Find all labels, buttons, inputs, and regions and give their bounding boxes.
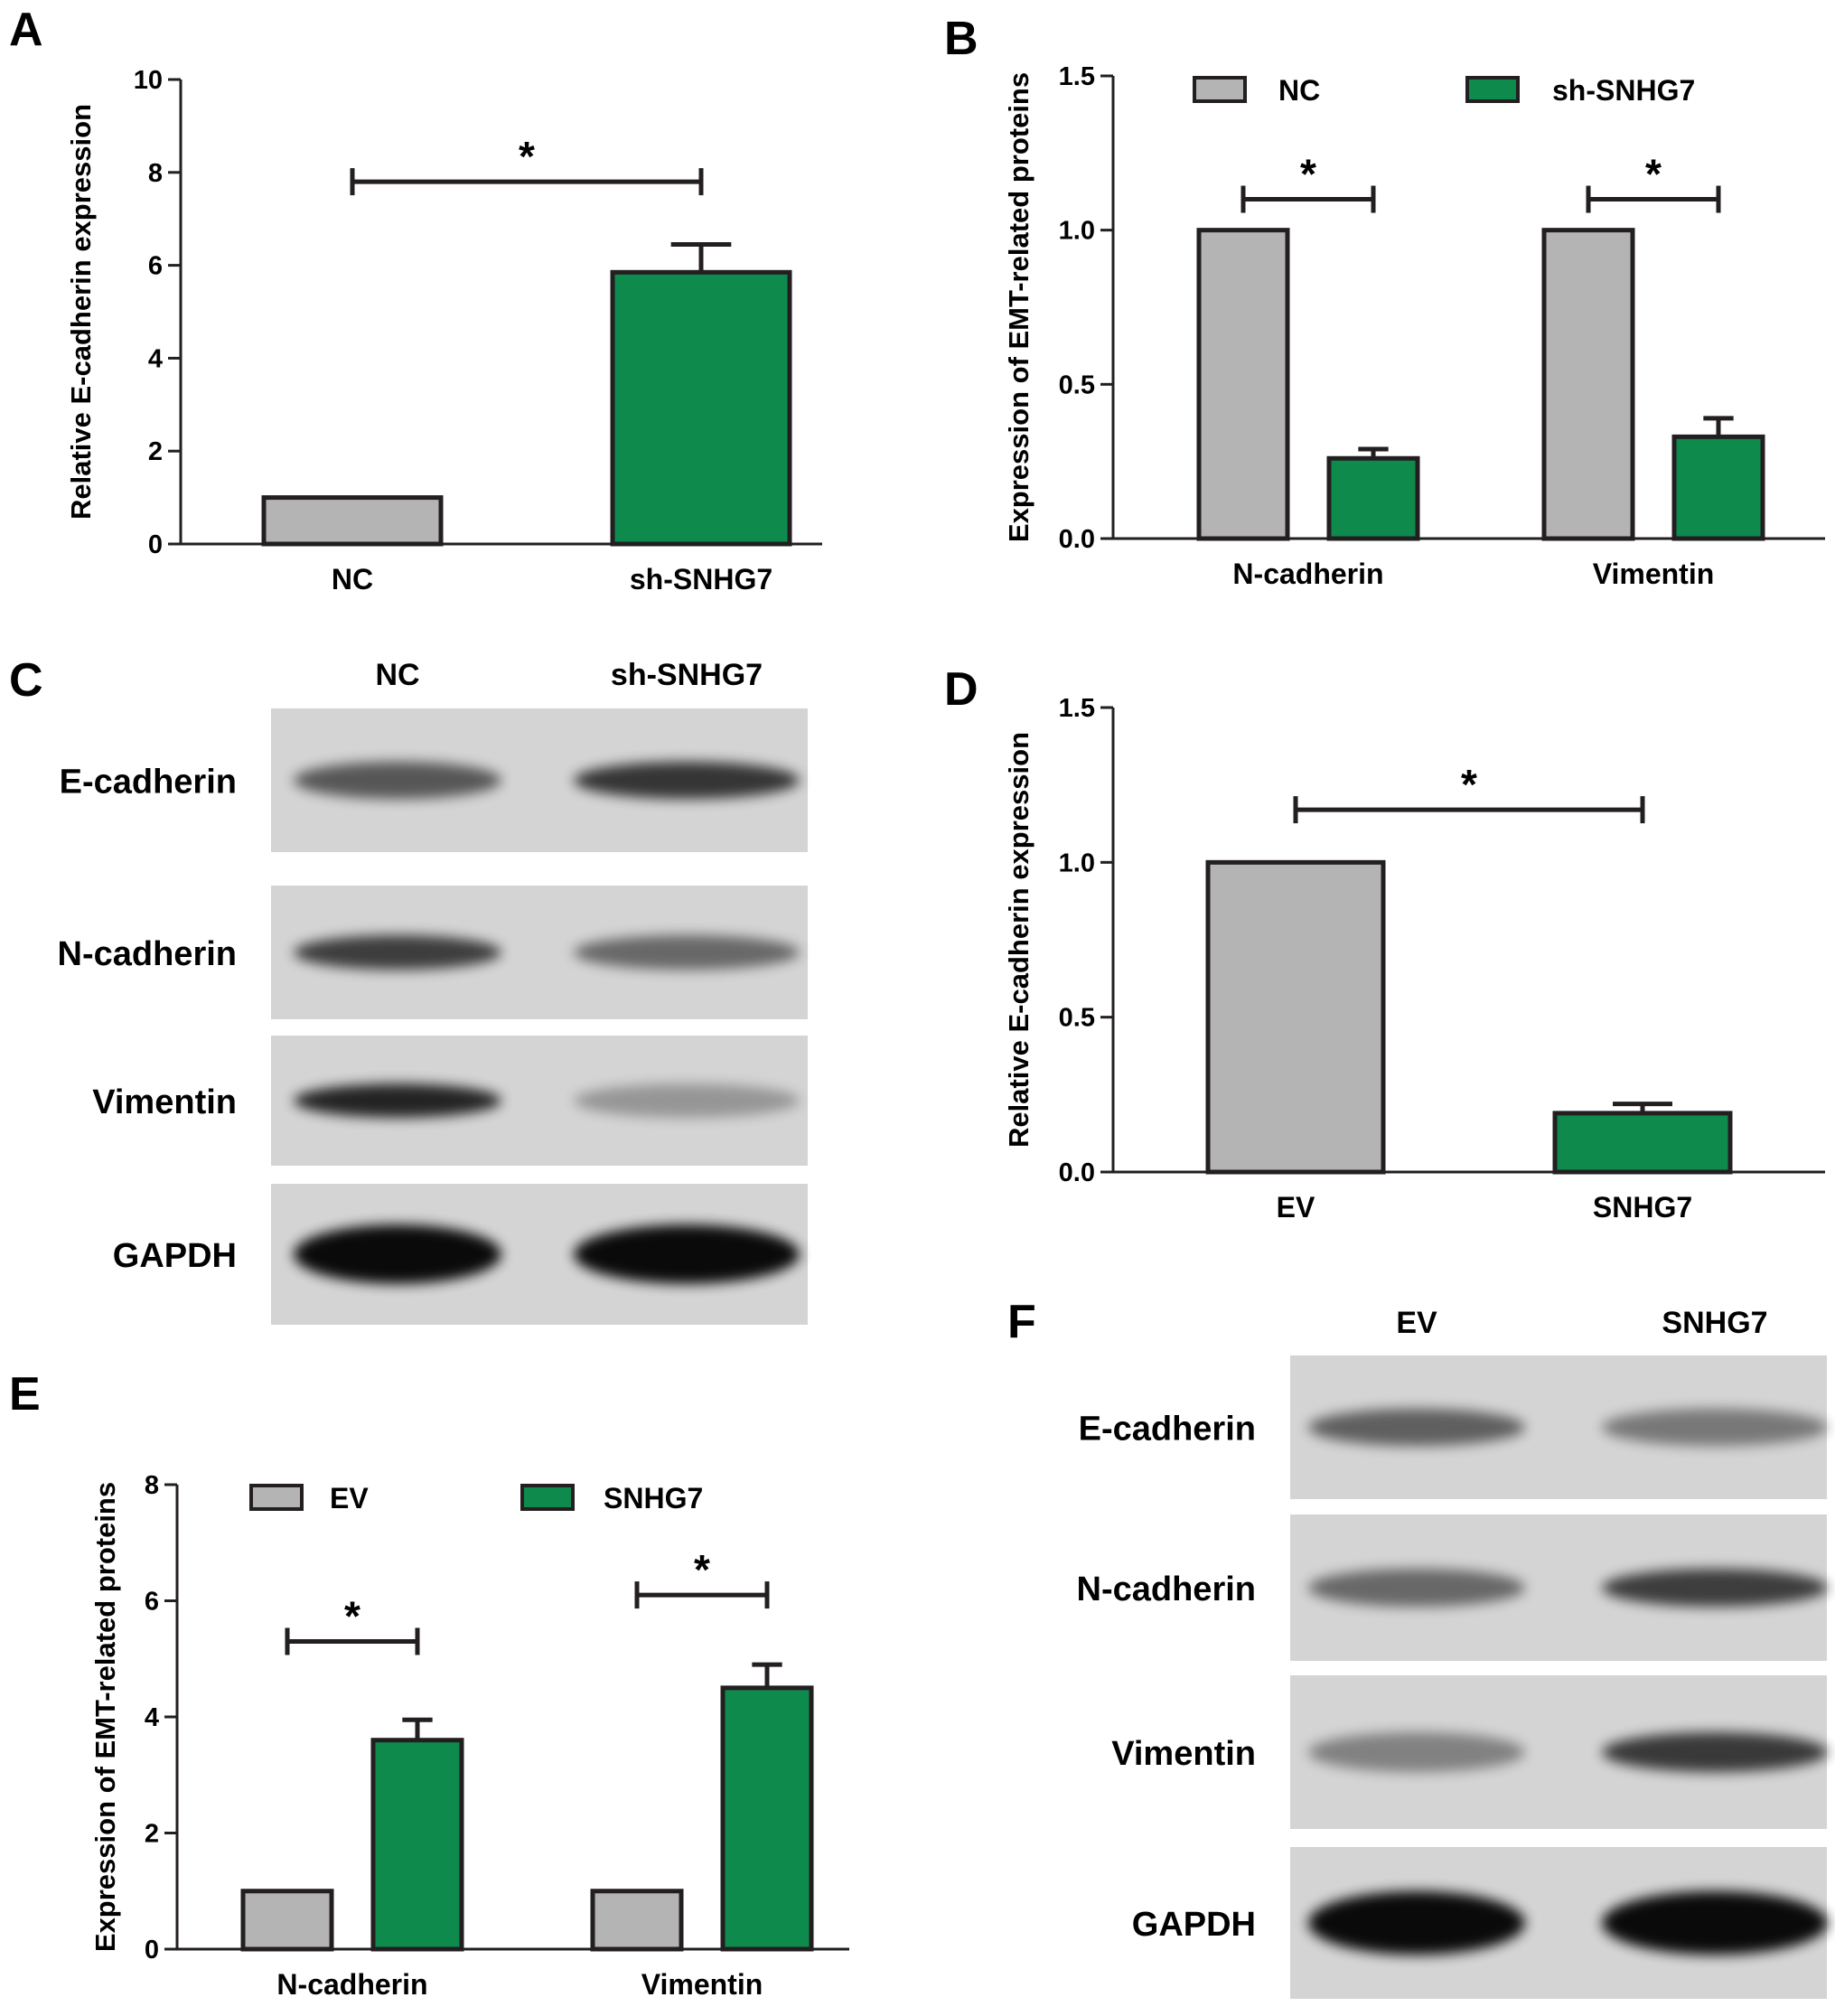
chart-b-bar — [1671, 434, 1765, 541]
chart-e: 0 2 4 6 8 Expression of EMT-related proteins N… — [89, 1471, 849, 2001]
blot-f-row-label: GAPDH — [1132, 1906, 1256, 1944]
chart-a-y-tick-label: 6 — [148, 252, 163, 281]
blot-c-row-label: E-cadherin — [60, 764, 237, 802]
chart-a: 0 2 4 6 8 10 Relative E-cadherin expression NC s… — [65, 66, 822, 595]
chart-e-y-axis-label: Expression of EMT-related proteins — [89, 1482, 121, 1952]
chart-a-y-tick-label: 4 — [148, 344, 163, 373]
chart-e-significance-star: * — [344, 1592, 360, 1639]
blot-c-band — [294, 1083, 501, 1118]
chart-d-bar — [1552, 1111, 1733, 1175]
chart-e-bar — [370, 1738, 464, 1952]
chart-d-y-tick-label: 1.0 — [1059, 849, 1095, 877]
chart-e-y-tick-label: 6 — [145, 1588, 159, 1617]
chart-e-legend-label: SNHG7 — [604, 1482, 703, 1514]
chart-b-significance-star: * — [1300, 151, 1316, 198]
blot-f-row-label: N-cadherin — [1077, 1571, 1256, 1608]
chart-d-category-label: SNHG7 — [1593, 1191, 1692, 1224]
chart-a-significance-star: * — [519, 133, 535, 180]
chart-e-y-tick-label: 4 — [145, 1703, 159, 1732]
blot-c-band — [294, 1224, 501, 1284]
blot-f-lane-label: SNHG7 — [1662, 1306, 1767, 1340]
blot-c-row-label: N-cadherin — [58, 935, 237, 973]
chart-b-y-tick-label: 0.5 — [1059, 370, 1095, 399]
chart-a-y-axis-label: Relative E-cadherin expression — [65, 104, 97, 520]
chart-d-significance-star: * — [1461, 761, 1477, 808]
blot-f-band — [1308, 1568, 1525, 1608]
panel-letter-e: E — [9, 1368, 41, 1421]
chart-b-bar — [1541, 228, 1635, 541]
chart-e-y-tick-label: 0 — [145, 1936, 159, 1964]
chart-e-legend-swatch — [249, 1484, 304, 1511]
chart-b-legend-label: NC — [1278, 74, 1320, 107]
chart-e-legend-label: EV — [330, 1482, 369, 1514]
chart-e-y-tick-label: 2 — [145, 1820, 159, 1849]
blot-c-band — [574, 1083, 800, 1118]
panel-letter-d: D — [944, 663, 978, 716]
chart-e-bar — [720, 1685, 814, 1952]
chart-b-y-tick-label: 1.5 — [1059, 62, 1095, 91]
chart-a-y-tick-label: 8 — [148, 159, 163, 188]
blot-c-band — [574, 934, 800, 970]
chart-e-significance-star: * — [694, 1546, 710, 1593]
blot-f-lane-label: EV — [1396, 1306, 1437, 1340]
chart-a-bar — [610, 269, 792, 547]
blot-c-band — [294, 934, 501, 970]
chart-d-y-axis-label: Relative E-cadherin expression — [1003, 732, 1035, 1148]
chart-d-y-tick-label: 0.5 — [1059, 1004, 1095, 1033]
chart-b-legend-swatch — [1193, 76, 1247, 103]
blot-c-row-label: GAPDH — [113, 1237, 237, 1275]
blot-f-band — [1308, 1731, 1525, 1773]
chart-a-y-tick-label: 2 — [148, 437, 163, 466]
blot-f-row-label: E-cadherin — [1079, 1411, 1256, 1449]
western-blot-f: EV SNHG7 E-cadherin N-cadherin Vimentin GAPDH — [1077, 1306, 1828, 1999]
blot-c-lane-label: sh-SNHG7 — [611, 658, 763, 692]
blot-c-band — [294, 761, 501, 800]
chart-e-bar — [590, 1889, 684, 1952]
chart-b: 0.0 0.5 1.0 1.5 Expression of EMT-related pr… — [1003, 62, 1825, 590]
blot-c-row-label: Vimentin — [92, 1083, 237, 1121]
blot-f-band — [1602, 1731, 1828, 1773]
chart-b-y-axis-label: Expression of EMT-related proteins — [1003, 72, 1035, 542]
chart-d-category-label: EV — [1277, 1191, 1315, 1224]
blot-c-band — [574, 761, 800, 800]
chart-e-bar — [240, 1889, 334, 1952]
western-blot-c: NC sh-SNHG7 E-cadherin N-cadherin Vimentin GA… — [58, 658, 808, 1325]
blot-f-band — [1308, 1890, 1525, 1955]
blot-f-band — [1602, 1890, 1828, 1955]
panel-letter-c: C — [9, 654, 43, 707]
chart-a-category-label: sh-SNHG7 — [630, 563, 772, 595]
blot-f-band — [1308, 1408, 1525, 1447]
chart-b-category-label: N-cadherin — [1232, 558, 1383, 590]
chart-b-bar — [1196, 228, 1290, 541]
chart-b-bar — [1326, 455, 1420, 541]
panel-letter-b: B — [944, 13, 978, 65]
chart-d-y-tick-label: 0.0 — [1059, 1158, 1095, 1187]
chart-e-category-label: Vimentin — [641, 1968, 763, 2001]
chart-b-y-tick-label: 0.0 — [1059, 525, 1095, 554]
chart-b-legend-swatch — [1465, 76, 1520, 103]
chart-e-category-label: N-cadherin — [276, 1968, 427, 2001]
blot-c-band — [574, 1224, 800, 1284]
chart-a-y-tick-label: 0 — [148, 530, 163, 559]
chart-e-y-tick-label: 8 — [145, 1471, 159, 1500]
chart-b-y-tick-label: 1.0 — [1059, 217, 1095, 246]
chart-a-y-tick-label: 10 — [134, 66, 163, 95]
chart-d-y-tick-label: 1.5 — [1059, 694, 1095, 723]
blot-f-row-label: Vimentin — [1111, 1735, 1256, 1773]
chart-a-bar — [261, 495, 444, 547]
blot-f-band — [1602, 1568, 1828, 1608]
chart-d: 0.0 0.5 1.0 1.5 Relative E-cadherin expressi… — [1003, 694, 1825, 1224]
chart-a-category-label: NC — [332, 563, 373, 595]
blot-c-lane-label: NC — [375, 658, 419, 692]
panel-letter-f: F — [1007, 1296, 1036, 1348]
chart-b-category-label: Vimentin — [1593, 558, 1715, 590]
chart-e-legend-swatch — [520, 1484, 575, 1511]
chart-b-significance-star: * — [1645, 151, 1662, 198]
blot-f-band — [1602, 1408, 1828, 1447]
chart-b-legend-label: sh-SNHG7 — [1552, 74, 1695, 107]
chart-d-bar — [1205, 859, 1386, 1175]
panel-letter-a: A — [9, 4, 43, 56]
